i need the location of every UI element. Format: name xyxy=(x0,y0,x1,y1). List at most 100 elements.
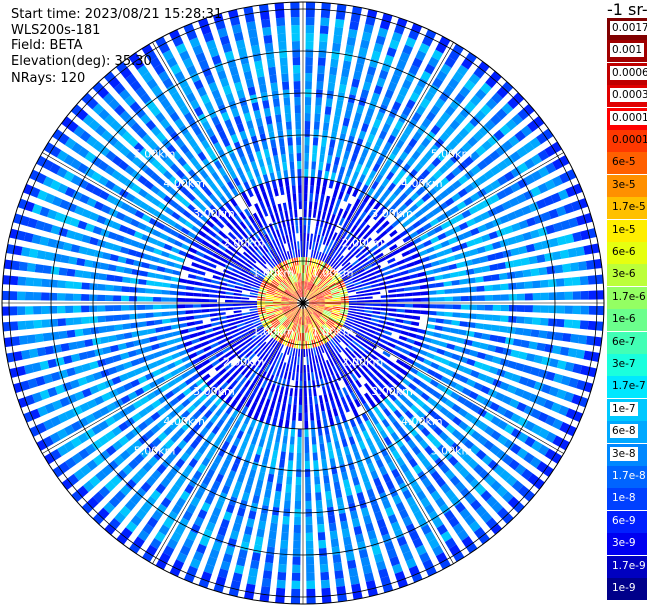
legend-swatch: 6e-8 xyxy=(607,421,647,444)
beam-cell xyxy=(531,170,543,182)
beam-cell xyxy=(302,316,303,325)
beam-cell xyxy=(191,241,201,249)
beam-cell xyxy=(358,156,366,166)
beam-cell xyxy=(304,388,307,397)
beam-cell xyxy=(210,317,219,322)
beam-cell xyxy=(467,277,476,284)
beam-cell xyxy=(193,256,202,263)
beam-cell xyxy=(297,324,300,333)
beam-cell xyxy=(257,259,265,267)
beam-cell xyxy=(275,483,283,492)
beam-cell xyxy=(332,42,341,52)
beam-cell xyxy=(436,304,445,309)
beam-cell xyxy=(342,349,350,357)
beam-cell xyxy=(417,271,426,278)
beam-cell xyxy=(121,314,130,321)
beam-cell xyxy=(278,285,286,291)
beam-cell xyxy=(376,484,385,495)
legend-label: 1e-9 xyxy=(612,582,636,594)
beam-cell xyxy=(180,328,189,335)
beam-cell xyxy=(440,358,450,366)
beam-cell xyxy=(110,119,122,132)
beam-cell xyxy=(523,189,534,201)
beam-cell xyxy=(225,405,234,415)
beam-cell xyxy=(430,470,441,482)
beam-cell xyxy=(419,551,431,563)
beam-cell xyxy=(568,217,579,228)
beam-cell xyxy=(206,556,218,567)
beam-cell xyxy=(164,438,175,449)
beam-cell xyxy=(294,291,300,299)
beam-cell xyxy=(349,233,357,242)
beam-cell xyxy=(340,183,347,193)
beam-cell xyxy=(426,276,436,282)
beam-cell xyxy=(139,329,149,336)
beam-cell xyxy=(292,556,301,565)
beam-cell xyxy=(376,560,387,571)
beam-cell xyxy=(332,189,339,198)
beam-cell xyxy=(545,371,556,381)
beam-cell xyxy=(266,289,275,294)
beam-cell xyxy=(322,289,331,294)
beam-cell xyxy=(138,242,148,251)
beam-cell xyxy=(166,362,176,370)
beam-cell xyxy=(281,244,286,253)
beam-cell xyxy=(118,174,129,185)
beam-cell xyxy=(106,325,116,333)
beam-cell xyxy=(155,112,166,123)
beam-cell xyxy=(484,474,496,487)
beam-cell xyxy=(280,532,289,541)
beam-cell xyxy=(122,464,134,476)
beam-cell xyxy=(322,236,328,245)
beam-cell xyxy=(164,157,175,168)
beam-cell xyxy=(509,151,522,163)
beam-cell xyxy=(271,258,278,266)
beam-cell xyxy=(257,76,266,86)
beam-cell xyxy=(339,257,347,265)
beam-cell xyxy=(377,256,387,264)
beam-cell xyxy=(242,358,251,367)
beam-cell xyxy=(320,315,328,321)
beam-cell xyxy=(399,404,409,414)
beam-cell xyxy=(298,281,301,290)
beam-cell xyxy=(18,335,29,345)
beam-cell xyxy=(295,265,298,274)
beam-cell xyxy=(412,304,421,308)
beam-cell xyxy=(307,307,313,314)
beam-cell xyxy=(134,107,146,119)
beam-cell xyxy=(276,343,282,351)
beam-cell xyxy=(370,244,379,252)
beam-cell xyxy=(243,591,255,600)
beam-cell xyxy=(453,253,463,261)
beam-cell xyxy=(246,120,254,130)
beam-cell xyxy=(92,225,103,235)
legend-swatch: 1.7e-6 xyxy=(607,286,647,309)
beam-cell xyxy=(402,281,412,286)
beam-cell xyxy=(233,289,243,293)
beam-cell xyxy=(303,209,307,218)
beam-cell xyxy=(50,331,60,341)
beam-cell xyxy=(291,372,295,381)
beam-cell xyxy=(325,401,331,411)
beam-cell xyxy=(92,81,104,94)
beam-cell xyxy=(253,143,261,153)
beam-cell xyxy=(52,129,64,141)
beam-cell xyxy=(214,19,226,31)
beam-cell xyxy=(373,362,382,371)
beam-cell xyxy=(102,346,112,355)
beam-cell xyxy=(460,287,469,293)
beam-cell xyxy=(285,411,291,421)
beam-cell xyxy=(229,66,239,76)
beam-cell xyxy=(313,347,317,356)
beam-cell xyxy=(514,327,524,336)
beam-cell xyxy=(295,380,299,389)
beam-cell xyxy=(188,352,198,360)
beam-cell xyxy=(297,281,300,290)
beam-cell xyxy=(147,272,156,279)
beam-cell xyxy=(267,251,274,259)
beam-cell xyxy=(331,240,338,249)
beam-cell xyxy=(125,404,136,414)
beam-cell xyxy=(350,205,357,215)
beam-cell xyxy=(500,283,509,291)
beam-cell xyxy=(294,209,298,218)
